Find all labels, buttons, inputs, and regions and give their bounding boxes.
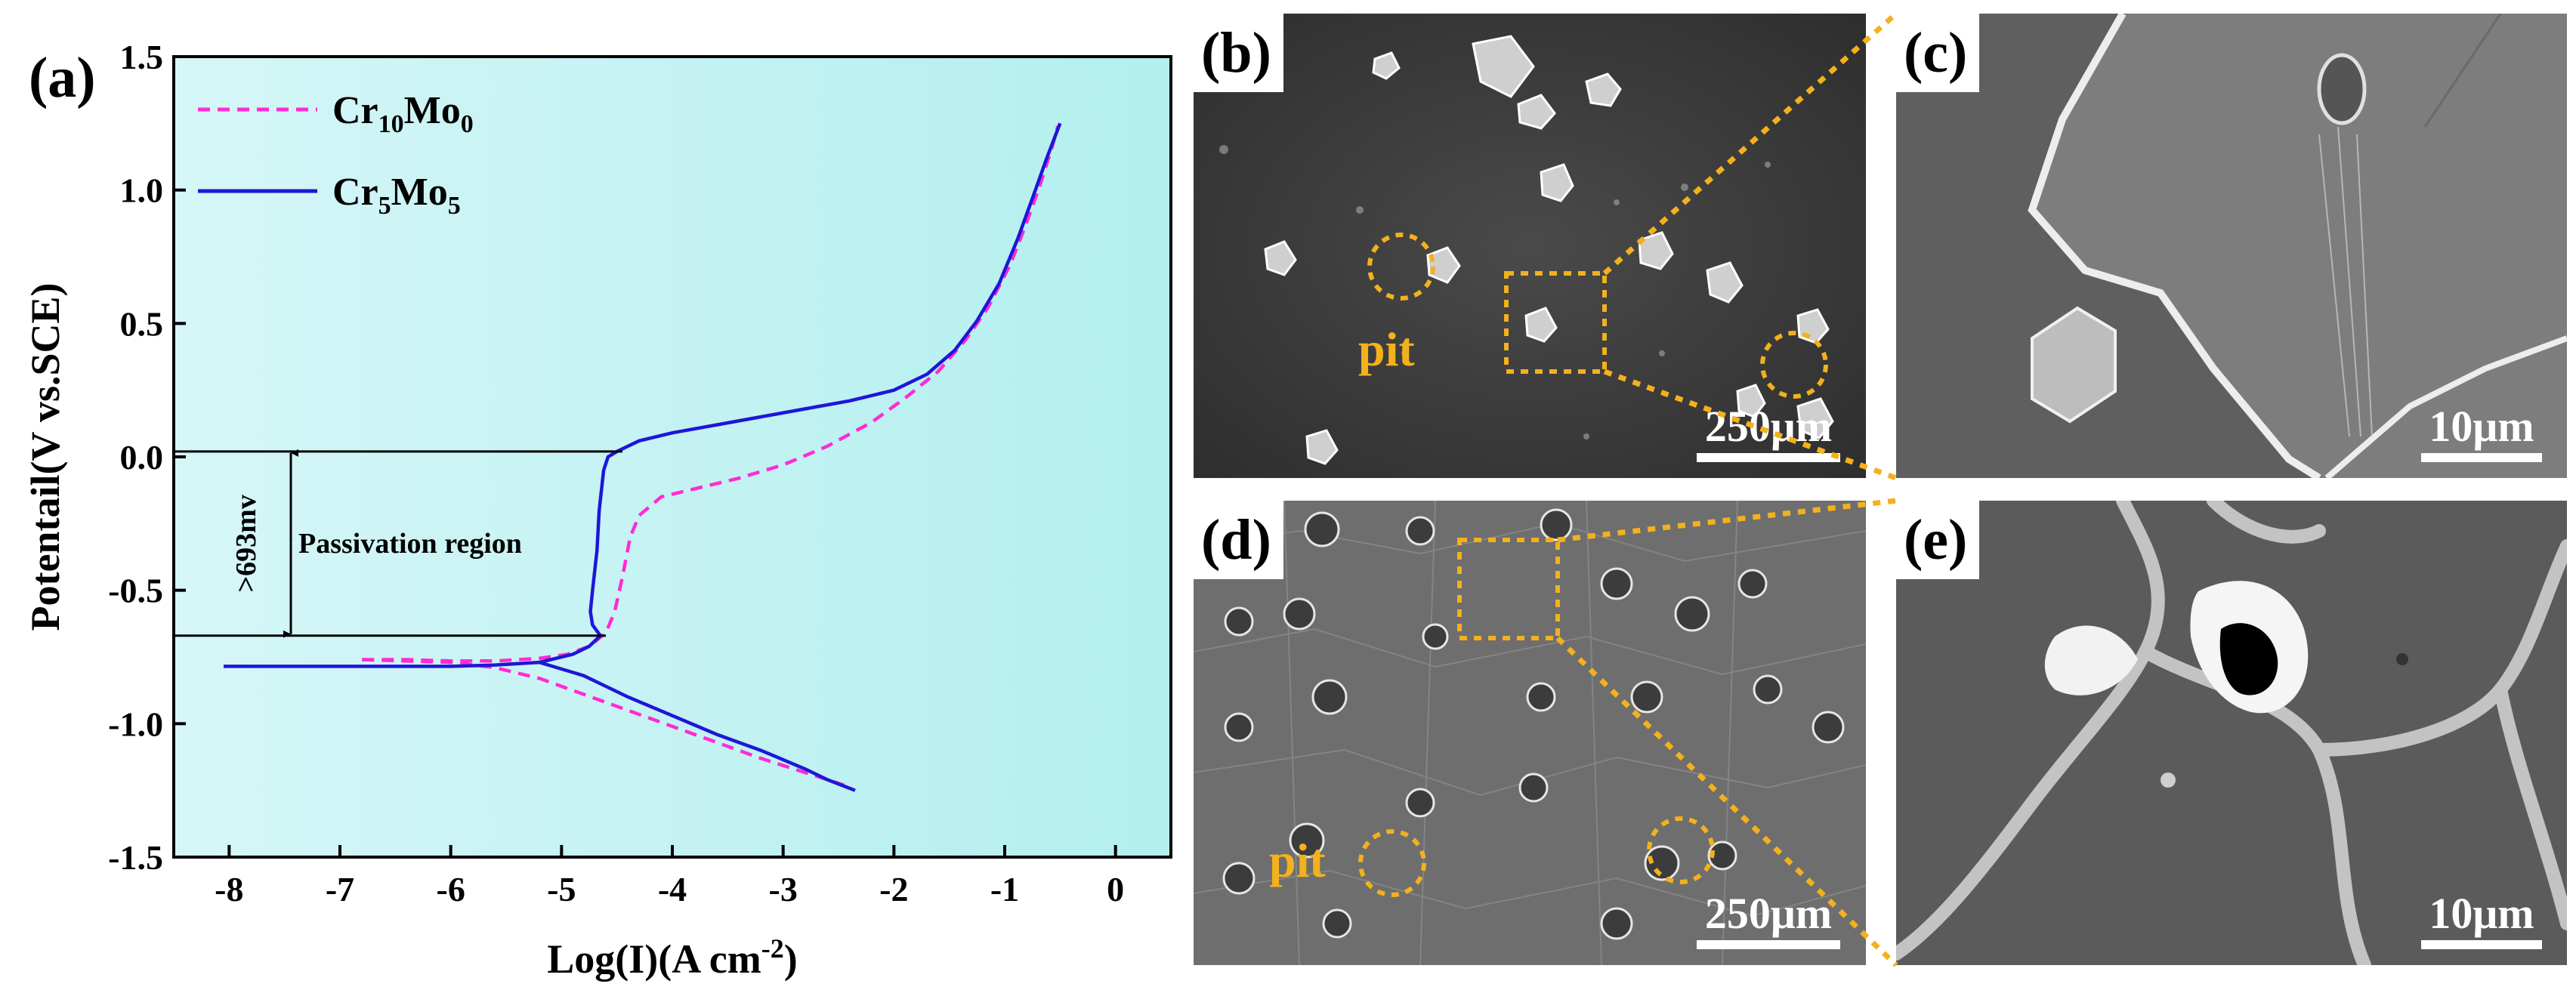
x-tick-label: -6 bbox=[437, 870, 465, 908]
sem-image-d: (d) pit 250μm bbox=[1194, 501, 1866, 965]
x-tick-label: -8 bbox=[215, 870, 243, 908]
sem-image-b: (b) pit 250μm bbox=[1194, 14, 1866, 478]
sem-texture-c bbox=[1896, 14, 2567, 478]
scale-bar-e: 10μm bbox=[2410, 892, 2553, 949]
pit-label-d: pit bbox=[1269, 834, 1326, 887]
x-tick-label: 0 bbox=[1107, 870, 1124, 908]
x-tick-label: -5 bbox=[547, 870, 576, 908]
legend-label-1: Cr5Mo5 bbox=[332, 171, 461, 220]
scale-bar-c: 10μm bbox=[2410, 405, 2553, 462]
panel-label-a: (a) bbox=[29, 46, 96, 109]
series-line-Cr5Mo5 bbox=[224, 122, 1062, 668]
pit-label-b: pit bbox=[1358, 322, 1415, 376]
x-tick-label: -3 bbox=[769, 870, 798, 908]
y-tick-label: 1.0 bbox=[120, 171, 164, 210]
y-tick-label: 0.5 bbox=[120, 304, 164, 343]
plot-area bbox=[172, 55, 1172, 859]
y-tick-label: 0.0 bbox=[120, 438, 164, 476]
x-tick-label: -7 bbox=[326, 870, 354, 908]
polarization-chart: Passivation region >693mv -8 -7 -6 -5 -4 -3 -2 -… bbox=[23, 38, 1172, 982]
sem-texture-e bbox=[1896, 501, 2567, 965]
sem-image-c: (c) 10μm bbox=[1896, 14, 2567, 478]
y-tick-label: -0.5 bbox=[108, 572, 163, 610]
scale-bar-d: 250μm bbox=[1689, 892, 1848, 949]
y-tick-label: -1.5 bbox=[108, 838, 163, 877]
panel-label-c: (c) bbox=[1896, 14, 1980, 92]
series-line-Cr10Mo0 bbox=[362, 125, 1060, 663]
y-tick-label: 1.5 bbox=[120, 38, 164, 76]
sem-image-e: (e) 10μm bbox=[1896, 501, 2567, 965]
passivation-region-label: Passivation region bbox=[298, 528, 522, 560]
panel-label-d: (d) bbox=[1194, 501, 1283, 579]
scale-bar-b: 250μm bbox=[1689, 405, 1848, 462]
y-tick-label: -1.0 bbox=[108, 705, 163, 743]
x-axis-label: Log(I)(A cm-2) bbox=[547, 933, 797, 982]
x-tick-label: -4 bbox=[658, 870, 687, 908]
x-tick-label: -1 bbox=[990, 870, 1019, 908]
y-axis-label: Potentail(V vs.SCE) bbox=[23, 282, 68, 631]
legend-label-0: Cr10Mo0 bbox=[332, 89, 474, 138]
x-tick-label: -2 bbox=[879, 870, 908, 908]
series-line-Cr5Mo5_cathodic bbox=[539, 660, 856, 792]
panel-label-b: (b) bbox=[1194, 14, 1283, 92]
panel-label-e: (e) bbox=[1896, 501, 1980, 579]
passivation-value-label: >693mv bbox=[230, 495, 262, 592]
